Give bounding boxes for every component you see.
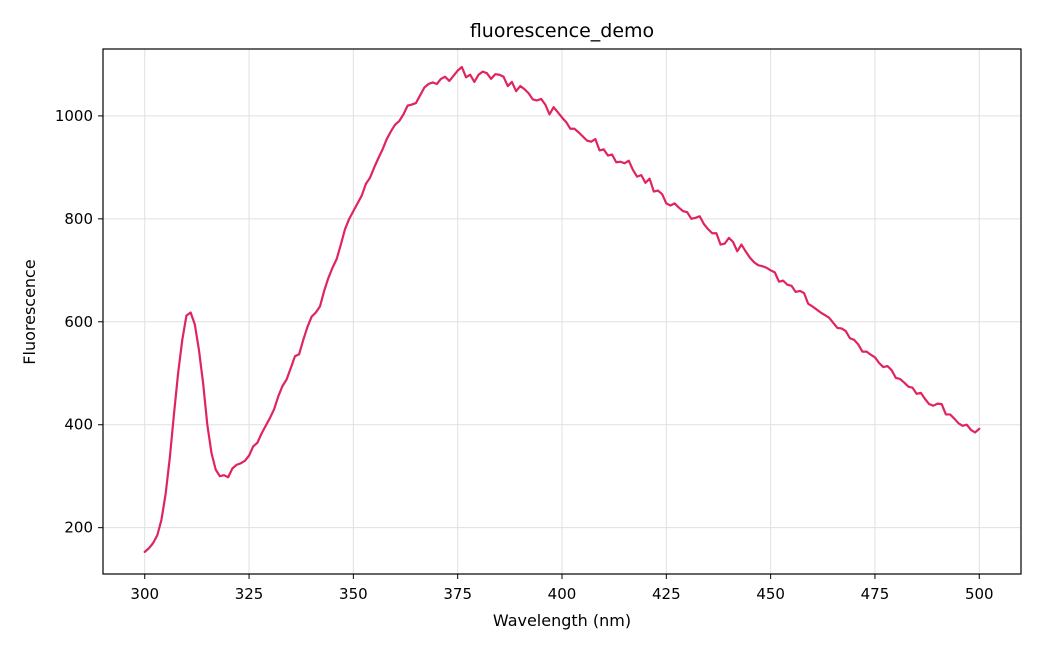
series-group: [143, 65, 981, 553]
grid-lines: [103, 49, 1021, 574]
x-tick-label: 450: [756, 585, 785, 603]
x-tick-label: 500: [965, 585, 994, 603]
y-axis-label: Fluorescence: [20, 259, 39, 364]
x-tick-label: 300: [130, 585, 159, 603]
x-tick-label: 425: [652, 585, 681, 603]
x-tick-label: 475: [861, 585, 890, 603]
chart-title: fluorescence_demo: [470, 20, 654, 42]
x-tick-label: 350: [339, 585, 368, 603]
x-tick-label: 400: [548, 585, 577, 603]
y-tick-label: 1000: [55, 107, 93, 125]
y-tick-label: 400: [64, 416, 93, 434]
fluorescence-line: [143, 65, 981, 553]
x-axis-label: Wavelength (nm): [493, 611, 631, 630]
y-tick-label: 200: [64, 519, 93, 537]
x-axis: 300 325 350 375 400 425 450 475 500: [130, 574, 994, 603]
x-tick-label: 375: [443, 585, 472, 603]
y-tick-label: 600: [64, 313, 93, 331]
y-tick-label: 800: [64, 210, 93, 228]
x-tick-label: 325: [235, 585, 264, 603]
y-axis: 200 400 600 800 1000: [55, 107, 103, 537]
